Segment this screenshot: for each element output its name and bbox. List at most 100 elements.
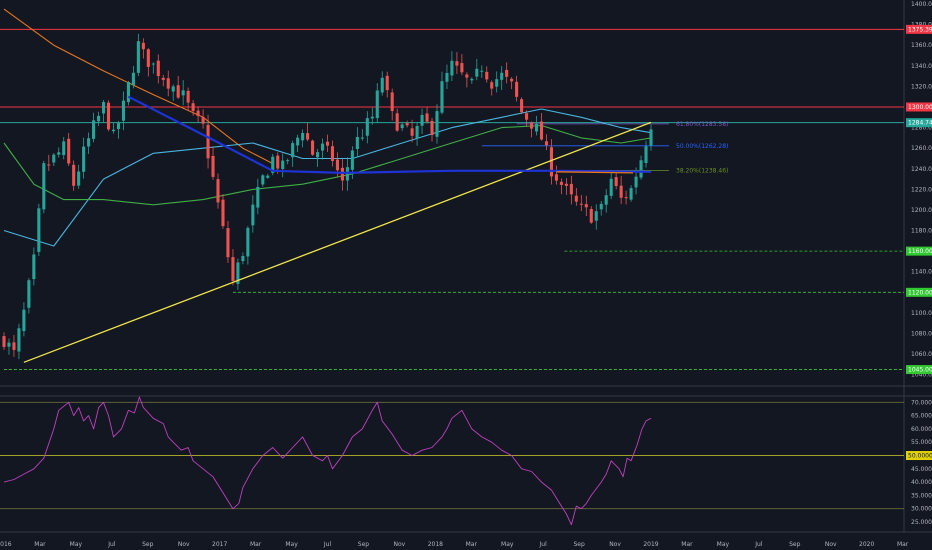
trendlines xyxy=(23,95,652,363)
candle-body-109 xyxy=(544,141,549,146)
time-tick-label-15: Jul xyxy=(539,541,548,548)
grid xyxy=(0,0,932,533)
candle-body-37 xyxy=(186,90,190,103)
price-tag-bg-4 xyxy=(906,287,932,297)
candle-body-48 xyxy=(241,256,245,262)
time-tick-label-13: Mar xyxy=(466,541,478,548)
candle-body-6 xyxy=(32,254,36,280)
candle-body-67 xyxy=(335,159,339,171)
candle-body-46 xyxy=(231,257,235,282)
price-tick-label-0: 1040.00 xyxy=(911,372,932,379)
candle-body-78 xyxy=(390,92,394,112)
candle-body-51 xyxy=(256,186,260,208)
candle-body-108 xyxy=(539,121,544,140)
candle-body-45 xyxy=(226,228,230,258)
candle-body-86 xyxy=(430,120,434,136)
candle-body-20 xyxy=(101,102,106,114)
candle-body-100 xyxy=(500,72,504,80)
candle-body-61 xyxy=(306,133,310,140)
candle-body-68 xyxy=(340,167,344,181)
candle-body-121 xyxy=(604,195,608,205)
time-tick-label-14: May xyxy=(501,541,514,548)
time-tick-label-7: Mar xyxy=(250,541,262,548)
candle-body-122 xyxy=(609,178,613,196)
candle-body-52 xyxy=(261,175,265,185)
candle-body-129 xyxy=(644,146,648,164)
candle-body-85 xyxy=(425,113,429,122)
candle-body-127 xyxy=(634,176,638,188)
candle-body-5 xyxy=(27,280,31,308)
rsi-tick-label-8: 65.0000 xyxy=(911,413,932,420)
price-tag-bg-0 xyxy=(906,24,932,34)
candle-body-120 xyxy=(599,203,603,210)
candle-body-96 xyxy=(480,70,484,72)
rsi-tick-label-9: 70.0000 xyxy=(911,399,932,406)
time-tick-label-23: Nov xyxy=(825,541,837,548)
time-tick-label-25: Mar xyxy=(897,541,909,548)
candle-body-36 xyxy=(181,90,185,96)
candle-body-29 xyxy=(146,49,150,67)
price-tick-label-3: 1100.00 xyxy=(911,310,932,317)
candle-body-103 xyxy=(515,81,519,97)
candle-body-111 xyxy=(554,174,558,181)
candle-body-53 xyxy=(266,175,270,178)
price-tag-label-0: 1375.39 xyxy=(908,26,932,33)
moving-average-0 xyxy=(3,8,274,165)
candle-body-77 xyxy=(385,75,389,91)
trendline-0 xyxy=(23,121,652,363)
price-tick-label-18: 1400.00 xyxy=(911,1,932,8)
price-tick-label-14: 1320.00 xyxy=(911,83,932,90)
rsi-tick-label-1: 30.0000 xyxy=(911,506,932,513)
time-tick-label-2: May xyxy=(70,541,83,548)
candle-body-101 xyxy=(505,69,509,77)
time-tick-label-8: May xyxy=(285,541,298,548)
candle-body-26 xyxy=(131,72,135,86)
candle-body-31 xyxy=(156,60,160,77)
rsi-line xyxy=(3,396,652,526)
price-tag-label-1: 1300.00 xyxy=(908,104,932,111)
candle-body-13 xyxy=(67,138,71,164)
candle-body-115 xyxy=(574,195,578,202)
candle-body-10 xyxy=(52,154,56,163)
fib-label-0: 61.80%(1283.58) xyxy=(676,121,728,128)
candle-body-3 xyxy=(17,328,21,352)
time-tick-label-10: Sep xyxy=(358,541,370,548)
candle-body-76 xyxy=(380,77,384,93)
candle-body-19 xyxy=(97,115,101,122)
candle-body-106 xyxy=(530,122,534,129)
candle-body-72 xyxy=(360,137,364,139)
candle-body-87 xyxy=(435,111,439,137)
price-tick-label-15: 1340.00 xyxy=(911,63,932,70)
candle-body-128 xyxy=(639,160,643,178)
price-tag-label-5: 1045.00 xyxy=(908,367,932,374)
candle-body-102 xyxy=(510,78,514,82)
price-tag-label-3: 1160.00 xyxy=(908,248,932,255)
candle-body-8 xyxy=(42,163,46,210)
moving-average-2 xyxy=(3,124,652,206)
candle-body-70 xyxy=(350,150,354,170)
candle-body-25 xyxy=(126,82,130,103)
candle-body-33 xyxy=(166,78,170,89)
candle-body-65 xyxy=(325,141,330,146)
candle-body-9 xyxy=(47,164,51,166)
candle-body-110 xyxy=(549,147,554,177)
rsi-tick-label-2: 35.0000 xyxy=(911,492,932,499)
candle-body-82 xyxy=(410,128,414,136)
candle-body-16 xyxy=(82,146,86,172)
time-tick-label-9: Jul xyxy=(323,541,332,548)
rsi-tick-label-3: 40.0000 xyxy=(911,479,932,486)
price-tag-bg-1 xyxy=(906,102,932,112)
candle-body-58 xyxy=(291,143,295,158)
candle-body-97 xyxy=(485,71,489,80)
candle-body-62 xyxy=(311,140,315,155)
candle-body-88 xyxy=(440,81,444,113)
candle-body-71 xyxy=(355,137,359,150)
time-tick-label-22: Sep xyxy=(789,541,801,548)
candle-body-125 xyxy=(624,197,628,199)
candle-body-126 xyxy=(629,188,633,200)
rsi-tag-bg xyxy=(906,451,932,461)
candle-body-4 xyxy=(22,309,26,332)
candle-body-116 xyxy=(579,203,583,205)
candle-body-104 xyxy=(520,99,524,113)
